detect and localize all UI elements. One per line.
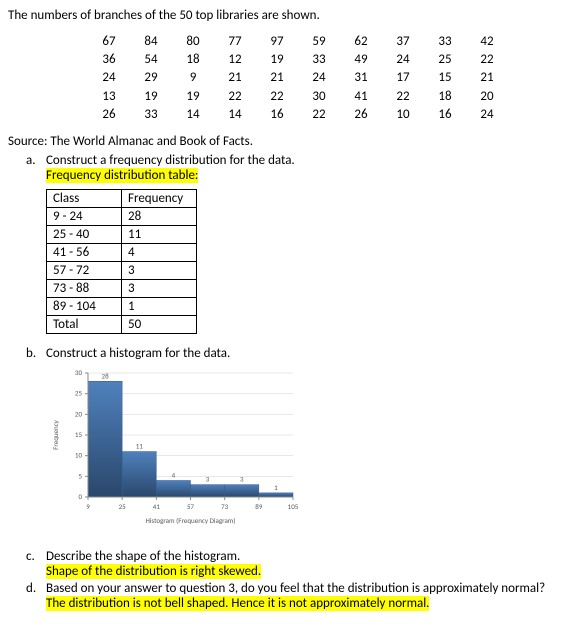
data-cell: 17 [382,69,424,87]
data-cell: 24 [382,51,424,69]
data-cell: 24 [88,69,130,87]
data-cell: 25 [424,51,466,69]
data-cell: 80 [172,33,214,51]
data-cell: 37 [382,33,424,51]
svg-text:Frequency: Frequency [51,419,60,450]
marker-d: d. [26,581,46,611]
data-cell: 33 [424,33,466,51]
svg-text:0: 0 [78,492,82,501]
data-cell: 41 [340,88,382,106]
data-cell: 21 [214,69,256,87]
question-c-text: Describe the shape of the histogram. [46,549,573,564]
question-d-text: Based on your answer to question 3, do y… [46,581,573,596]
data-cell: 9 [172,69,214,87]
data-cell: 84 [130,33,172,51]
data-grid: 6784807797596237334236541812193349242522… [88,33,573,124]
data-cell: 18 [424,88,466,106]
svg-text:28: 28 [102,371,110,380]
data-cell: 22 [466,51,508,69]
data-cell: 54 [130,51,172,69]
svg-text:9: 9 [86,502,90,511]
question-c-highlight: Shape of the distribution is right skewe… [46,564,261,579]
intro-text: The numbers of branches of the 50 top li… [8,8,573,23]
data-cell: 33 [130,106,172,124]
svg-text:73: 73 [221,502,229,511]
data-cell: 19 [172,88,214,106]
data-cell: 24 [298,69,340,87]
data-cell: 42 [466,33,508,51]
data-cell: 97 [256,33,298,51]
data-cell: 15 [424,69,466,87]
question-b: b. Construct a histogram for the data. [26,346,573,361]
data-cell: 33 [298,51,340,69]
question-c: c. Describe the shape of the histogram. … [26,549,573,579]
svg-text:89: 89 [255,502,263,511]
svg-text:105: 105 [288,502,299,511]
data-cell: 67 [88,33,130,51]
question-a-text: Construct a frequency distribution for t… [46,153,573,168]
marker-c: c. [26,549,46,579]
svg-text:11: 11 [136,441,144,450]
svg-text:1: 1 [274,483,278,492]
svg-text:Histogram (Frequency Diagram): Histogram (Frequency Diagram) [145,516,235,525]
question-d: d. Based on your answer to question 3, d… [26,581,573,611]
svg-text:20: 20 [75,409,83,418]
data-cell: 22 [214,88,256,106]
data-cell: 14 [214,106,256,124]
data-cell: 77 [214,33,256,51]
svg-text:3: 3 [240,475,244,484]
data-cell: 26 [340,106,382,124]
data-cell: 26 [88,106,130,124]
svg-text:30: 30 [75,368,83,377]
svg-text:57: 57 [187,502,195,511]
data-cell: 10 [382,106,424,124]
svg-text:41: 41 [153,502,161,511]
histogram-chart: 2811433105101520253092541577389105Freque… [46,367,573,537]
data-cell: 29 [130,69,172,87]
question-a-highlight: Frequency distribution table: [46,168,198,183]
svg-text:3: 3 [206,475,210,484]
svg-text:25: 25 [75,389,83,398]
data-cell: 49 [340,51,382,69]
data-cell: 22 [382,88,424,106]
source-text: Source: The World Almanac and Book of Fa… [8,134,573,149]
svg-text:4: 4 [172,470,176,479]
svg-text:15: 15 [75,430,83,439]
data-cell: 19 [130,88,172,106]
svg-text:10: 10 [75,451,83,460]
data-cell: 62 [340,33,382,51]
data-cell: 18 [172,51,214,69]
svg-text:25: 25 [119,502,127,511]
data-cell: 13 [88,88,130,106]
data-cell: 16 [256,106,298,124]
data-cell: 14 [172,106,214,124]
data-cell: 22 [256,88,298,106]
data-cell: 12 [214,51,256,69]
question-a: a. Construct a frequency distribution fo… [26,153,573,183]
marker-b: b. [26,346,46,361]
data-cell: 24 [466,106,508,124]
data-cell: 20 [466,88,508,106]
data-cell: 19 [256,51,298,69]
data-cell: 21 [466,69,508,87]
data-cell: 59 [298,33,340,51]
question-b-text: Construct a histogram for the data. [46,346,573,361]
data-cell: 36 [88,51,130,69]
data-cell: 21 [256,69,298,87]
data-cell: 22 [298,106,340,124]
svg-text:5: 5 [78,471,82,480]
data-cell: 30 [298,88,340,106]
data-cell: 31 [340,69,382,87]
data-cell: 16 [424,106,466,124]
frequency-table: ClassFrequency9 - 242825 - 401141 - 5645… [46,189,197,334]
question-d-highlight: The distribution is not bell shaped. Hen… [46,596,429,611]
marker-a: a. [26,153,46,183]
